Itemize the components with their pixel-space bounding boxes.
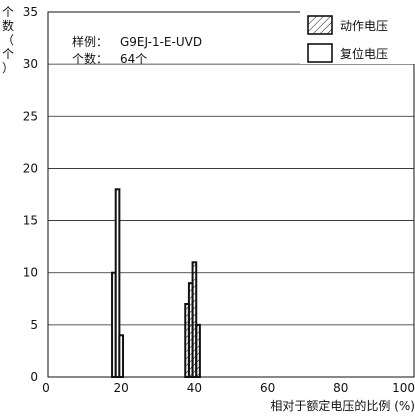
y-axis-label-char: 数 (2, 18, 14, 33)
y-tick-label: 5 (30, 318, 38, 332)
x-axis-label: 相对于额定电压的比例 (%) (270, 398, 415, 413)
sample-annotation: 样例： G9EJ-1-E-UVD 个数： 64个 (72, 34, 202, 66)
legend-label-operating: 动作电压 (340, 19, 388, 33)
operating-voltage-bar (195, 323, 201, 379)
x-tick-labels: 0 20 40 60 80 100 (42, 381, 415, 395)
plot-frame (47, 11, 415, 378)
y-tick-label: 10 (23, 266, 38, 280)
count-label: 个数： (72, 51, 108, 66)
x-tick-label: 0 (42, 381, 50, 395)
reset-voltage-bars (111, 188, 125, 379)
y-axis-label-char: （ (2, 33, 14, 47)
y-tick-label: 35 (23, 5, 38, 19)
x-tick-label: 20 (114, 381, 129, 395)
legend-swatch-reset (307, 43, 333, 63)
y-axis-label: 个数（个） (2, 5, 14, 75)
x-tick-label: 80 (333, 381, 348, 395)
x-tick-label: 60 (260, 381, 275, 395)
y-axis-label-char: ） (2, 61, 14, 75)
sample-label: 样例： (72, 34, 108, 49)
operating-voltage-bars (184, 261, 201, 379)
y-tick-label: 0 (30, 370, 38, 384)
count-value: 64个 (120, 52, 147, 66)
y-tick-label: 30 (23, 57, 38, 71)
y-axis-label-char: 个 (2, 5, 14, 19)
y-tick-label: 20 (23, 161, 38, 175)
legend: 动作电压 复位电压 (300, 8, 415, 64)
y-tick-label: 25 (23, 109, 38, 123)
grid-lines (48, 63, 414, 326)
legend-swatch-operating (307, 15, 333, 35)
x-tick-label: 100 (392, 381, 415, 395)
y-axis-label-char: 个 (2, 47, 14, 61)
sample-value: G9EJ-1-E-UVD (120, 35, 202, 49)
reset-voltage-bar (118, 334, 125, 378)
y-tick-labels: 0 5 10 15 20 25 30 35 (23, 5, 38, 384)
legend-label-reset: 复位电压 (340, 46, 388, 61)
y-tick-label: 15 (23, 214, 38, 228)
x-tick-label: 40 (187, 381, 202, 395)
